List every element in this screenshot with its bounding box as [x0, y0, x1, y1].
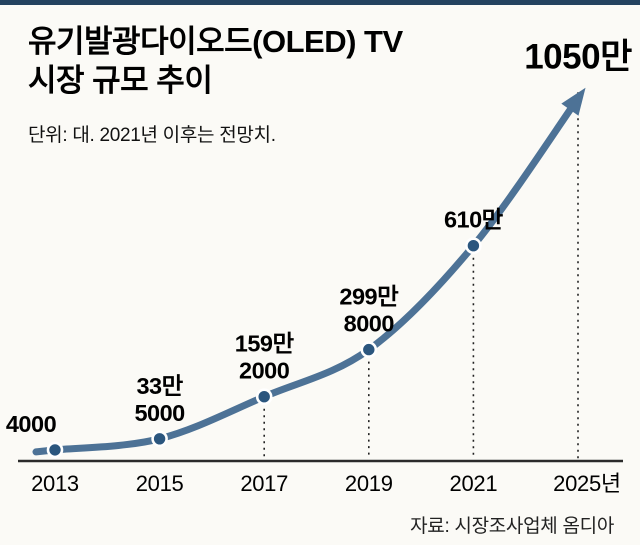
chart-title: 유기발광다이오드(OLED) TV 시장 규모 추이	[28, 22, 403, 100]
point-labels-group: 4000 33만 5000 159만 2000 299만 8000 610만 1050만	[6, 37, 633, 437]
x-tick-label: 2025년	[553, 471, 621, 496]
target-value-label: 1050만	[524, 37, 632, 76]
chart-title-line-1: 유기발광다이오드(OLED) TV	[28, 24, 403, 59]
x-tick-label: 2015	[136, 471, 184, 496]
unit-note: 단위: 대. 2021년 이후는 전망치.	[28, 125, 276, 147]
data-point-marker	[151, 430, 168, 448]
x-tick-label: 2019	[345, 471, 393, 496]
point-value-label: 159만 2000	[235, 331, 295, 384]
point-value-label: 299만 8000	[339, 284, 399, 337]
chart-title-line-2: 시장 규모 추이	[28, 63, 213, 99]
markers-group	[46, 237, 482, 459]
chart-header: 유기발광다이오드(OLED) TV 시장 규모 추이 단위: 대. 2021년 이…	[28, 22, 403, 147]
drop-lines-group	[263, 92, 579, 459]
top-border-rule	[0, 0, 640, 5]
arrow-head-icon	[561, 87, 586, 116]
x-tick-label: 2013	[31, 471, 79, 496]
data-point-marker	[255, 388, 273, 406]
data-point-marker	[360, 341, 378, 358]
x-tick-labels-group: 2013 2015 2017 2019 2021 2025년	[31, 471, 621, 496]
x-tick-label: 2021	[450, 471, 498, 496]
series-line	[32, 94, 582, 456]
data-point-marker	[46, 441, 64, 459]
point-value-label: 4000	[6, 411, 57, 437]
point-value-label: 610만	[444, 207, 504, 233]
source-credit: 자료: 시장조사업체 옴디아	[410, 516, 614, 537]
x-tick-label: 2017	[240, 471, 288, 496]
point-value-label: 33만 5000	[134, 373, 185, 426]
data-point-marker	[465, 237, 482, 254]
